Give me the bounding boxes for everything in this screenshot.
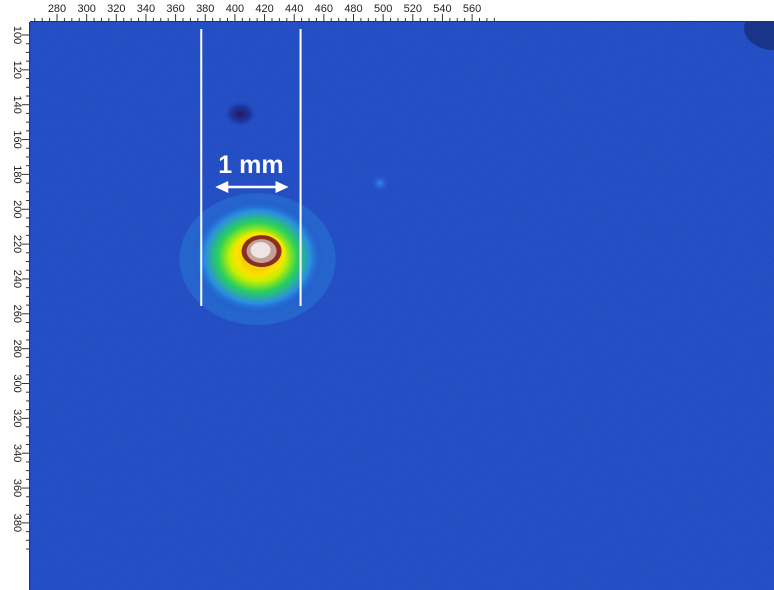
- x-tick-label: 320: [107, 3, 125, 15]
- x-tick-label: 480: [344, 3, 362, 15]
- x-tick: 480: [344, 3, 363, 22]
- y-tick-label: 220: [11, 235, 23, 253]
- main-beam-spot: [179, 193, 336, 326]
- y-tick-label: 280: [11, 339, 23, 357]
- y-tick-label: 340: [11, 444, 23, 462]
- y-tick-label: 100: [11, 26, 23, 44]
- dark-spot: [224, 100, 257, 127]
- faint-spot: [369, 173, 392, 194]
- x-tick: 400: [226, 3, 244, 22]
- y-tick-label: 200: [11, 200, 23, 218]
- scale-bar: 1 mm: [200, 29, 302, 306]
- y-tick: 340: [11, 444, 30, 462]
- y-tick-label: 140: [11, 96, 23, 114]
- y-tick-label: 240: [11, 270, 23, 288]
- x-tick: 460: [315, 3, 333, 22]
- y-tick-label: 320: [11, 409, 23, 427]
- x-tick-label: 340: [137, 3, 155, 15]
- y-tick: 120: [11, 61, 30, 79]
- y-tick: 360: [11, 479, 30, 497]
- x-tick: 280: [48, 3, 66, 22]
- false-color-image: [30, 22, 774, 590]
- y-tick: 280: [11, 339, 30, 358]
- y-tick-label: 160: [11, 130, 23, 148]
- y-tick: 320: [11, 409, 30, 428]
- x-tick-label: 440: [285, 3, 303, 15]
- y-tick: 140: [11, 96, 30, 114]
- y-axis: 100 120 140 160 180 200 220 240 260 280 300 320 340 3…: [11, 26, 30, 550]
- y-tick: 300: [11, 374, 30, 393]
- dark-corner: [744, 22, 774, 50]
- x-tick-label: 400: [226, 3, 244, 15]
- arrowhead-left-icon: [215, 181, 229, 193]
- y-tick: 380: [11, 514, 30, 532]
- x-tick-label: 500: [374, 3, 392, 15]
- x-tick: 340: [137, 3, 155, 22]
- x-tick-label: 380: [196, 3, 214, 15]
- x-tick: 440: [285, 3, 303, 22]
- x-tick-label: 460: [315, 3, 333, 15]
- x-tick: 540: [433, 3, 452, 22]
- x-tick: 560: [463, 3, 481, 22]
- x-tick-label: 360: [166, 3, 184, 15]
- x-tick: 380: [196, 3, 214, 22]
- y-tick-label: 300: [11, 374, 23, 392]
- x-tick: 300: [77, 3, 96, 22]
- y-tick: 200: [11, 200, 30, 218]
- y-tick: 160: [11, 130, 30, 149]
- x-tick: 320: [107, 3, 125, 22]
- y-tick-label: 180: [11, 165, 23, 183]
- x-tick-label: 300: [77, 3, 95, 15]
- sensor-noise: [30, 22, 774, 590]
- x-tick-label: 420: [255, 3, 273, 15]
- spots-layer: [179, 100, 392, 326]
- scale-bar-label: 1 mm: [218, 151, 283, 179]
- x-tick: 520: [404, 3, 422, 22]
- x-tick-label: 280: [48, 3, 66, 15]
- y-tick: 100: [11, 26, 30, 44]
- x-tick: 500: [374, 3, 392, 22]
- x-tick-label: 540: [433, 3, 451, 15]
- y-tick: 220: [11, 235, 30, 253]
- y-tick: 180: [11, 165, 30, 184]
- x-tick: 420: [255, 3, 274, 22]
- x-axis: 280 300 320 340 360 380 400 420 440 460 480 500 520 5…: [34, 3, 495, 22]
- arrowhead-right-icon: [275, 181, 289, 193]
- x-tick-label: 520: [404, 3, 422, 15]
- y-tick: 260: [11, 305, 30, 323]
- y-tick-label: 260: [11, 305, 23, 323]
- x-tick: 360: [166, 3, 185, 22]
- y-tick-label: 380: [11, 514, 23, 532]
- y-tick-label: 360: [11, 479, 23, 497]
- x-tick-label: 560: [463, 3, 481, 15]
- y-tick: 240: [11, 270, 30, 288]
- y-tick-label: 120: [11, 61, 23, 79]
